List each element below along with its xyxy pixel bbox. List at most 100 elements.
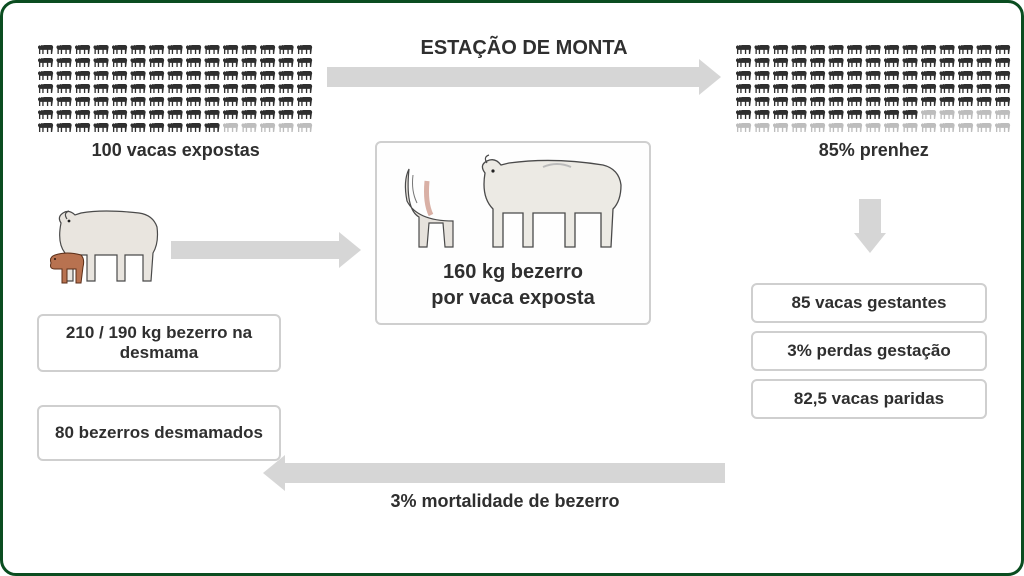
cow-icon xyxy=(278,108,295,119)
cow-icon xyxy=(130,82,147,93)
cow-icon xyxy=(185,108,202,119)
cow-icon xyxy=(241,95,258,106)
cow-icon xyxy=(883,121,900,132)
cow-icon xyxy=(865,108,882,119)
cow-icon xyxy=(809,56,826,67)
cow-icon xyxy=(56,82,73,93)
cow-icon xyxy=(846,108,863,119)
cow-icon xyxy=(957,82,974,93)
cow-icon xyxy=(148,121,165,132)
cow-icon xyxy=(957,56,974,67)
cow-icon xyxy=(259,69,276,80)
cow-icon xyxy=(994,108,1011,119)
cow-icon xyxy=(296,69,313,80)
cow-icon xyxy=(846,69,863,80)
label-left-grid: 100 vacas expostas xyxy=(37,140,315,161)
cow-icon xyxy=(278,43,295,54)
cow-icon xyxy=(791,108,808,119)
cow-icon xyxy=(939,69,956,80)
cow-icon xyxy=(56,43,73,54)
cow-icon xyxy=(241,108,258,119)
cow-icon xyxy=(754,108,771,119)
cow-icon xyxy=(883,69,900,80)
cow-icon xyxy=(865,82,882,93)
cow-icon xyxy=(939,82,956,93)
cow-icon xyxy=(130,56,147,67)
cow-icon xyxy=(754,69,771,80)
cow-icon xyxy=(148,43,165,54)
cow-icon xyxy=(111,95,128,106)
cow-icon xyxy=(902,56,919,67)
cow-grid-right xyxy=(735,43,1011,132)
cow-icon xyxy=(920,69,937,80)
arrow-cowcalf xyxy=(171,241,339,259)
cow-icon xyxy=(222,56,239,67)
cow-icon xyxy=(278,95,295,106)
cow-icon xyxy=(204,121,221,132)
cow-icon xyxy=(883,43,900,54)
cow-icon xyxy=(278,121,295,132)
cow-icon xyxy=(735,108,752,119)
cow-icon xyxy=(920,121,937,132)
title-top: ESTAÇÃO DE MONTA xyxy=(327,37,721,60)
cow-icon xyxy=(93,121,110,132)
cow-icon xyxy=(204,95,221,106)
cow-icon xyxy=(902,69,919,80)
cow-icon xyxy=(772,121,789,132)
cow-icon xyxy=(74,69,91,80)
cow-icon xyxy=(93,95,110,106)
cow-icon xyxy=(241,43,258,54)
cow-icon xyxy=(809,121,826,132)
cow-icon xyxy=(920,56,937,67)
cow-icon xyxy=(222,121,239,132)
cow-icon xyxy=(259,43,276,54)
cow-icon xyxy=(957,43,974,54)
cow-icon xyxy=(957,95,974,106)
cow-icon xyxy=(111,56,128,67)
cow-icon xyxy=(222,43,239,54)
cow-icon xyxy=(111,121,128,132)
cow-icon xyxy=(167,95,184,106)
cow-calf-illustration xyxy=(43,203,171,289)
cow-icon xyxy=(865,95,882,106)
cow-icon xyxy=(296,43,313,54)
cow-icon xyxy=(259,121,276,132)
cow-icon xyxy=(772,95,789,106)
cow-icon xyxy=(37,43,54,54)
cow-icon xyxy=(920,95,937,106)
cow-icon xyxy=(167,121,184,132)
cow-icon xyxy=(185,121,202,132)
cow-icon xyxy=(278,82,295,93)
label-right-grid: 85% prenhez xyxy=(735,140,1013,161)
cow-icon xyxy=(809,95,826,106)
cow-icon xyxy=(846,121,863,132)
cow-icon xyxy=(148,108,165,119)
cow-icon xyxy=(735,56,752,67)
cow-icon xyxy=(259,56,276,67)
cow-icon xyxy=(976,43,993,54)
box-desmama-peso: 210 / 190 kg bezerro na desmama xyxy=(37,314,281,372)
cow-icon xyxy=(735,95,752,106)
cow-icon xyxy=(130,95,147,106)
cow-icon xyxy=(148,82,165,93)
cow-icon xyxy=(130,121,147,132)
cow-icon xyxy=(957,121,974,132)
cow-icon xyxy=(278,69,295,80)
cow-icon xyxy=(902,43,919,54)
cow-icon xyxy=(296,56,313,67)
cow-icon xyxy=(846,95,863,106)
cow-icon xyxy=(222,95,239,106)
cow-icon xyxy=(754,82,771,93)
cow-icon xyxy=(37,82,54,93)
cow-icon xyxy=(204,56,221,67)
cow-icon xyxy=(994,121,1011,132)
cow-grid-left xyxy=(37,43,313,132)
cow-icon xyxy=(994,69,1011,80)
cow-icon xyxy=(883,56,900,67)
center-cattle-illustration xyxy=(393,151,637,255)
arrow-down xyxy=(859,199,881,233)
box-gestantes: 85 vacas gestantes xyxy=(751,283,987,323)
cow-icon xyxy=(93,82,110,93)
cow-icon xyxy=(204,108,221,119)
cow-icon xyxy=(56,95,73,106)
